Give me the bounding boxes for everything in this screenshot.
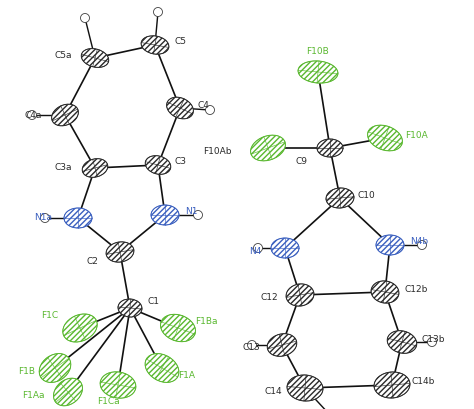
Ellipse shape <box>376 235 404 255</box>
Ellipse shape <box>82 159 108 178</box>
Circle shape <box>154 7 163 16</box>
Text: C13: C13 <box>242 344 260 353</box>
Circle shape <box>81 13 90 22</box>
Text: F1B: F1B <box>18 368 35 377</box>
Ellipse shape <box>271 238 299 258</box>
Ellipse shape <box>251 135 285 161</box>
Text: C10: C10 <box>358 191 376 200</box>
Text: F10A: F10A <box>405 130 428 139</box>
Text: N1a: N1a <box>34 213 52 222</box>
Ellipse shape <box>141 36 169 54</box>
Text: F1Ba: F1Ba <box>195 317 218 326</box>
Ellipse shape <box>106 242 134 262</box>
Text: F1Ca: F1Ca <box>97 398 119 407</box>
Ellipse shape <box>368 125 402 151</box>
Text: N4: N4 <box>250 247 262 256</box>
Ellipse shape <box>151 205 179 225</box>
Text: C9: C9 <box>296 157 308 166</box>
Ellipse shape <box>161 315 195 342</box>
Text: C3a: C3a <box>55 164 72 173</box>
Ellipse shape <box>63 314 97 342</box>
Text: C4: C4 <box>198 101 210 110</box>
Ellipse shape <box>287 375 323 401</box>
Ellipse shape <box>54 378 82 406</box>
Ellipse shape <box>145 354 179 382</box>
Text: N4b: N4b <box>410 238 428 247</box>
Text: F1C: F1C <box>41 310 58 319</box>
Ellipse shape <box>39 353 71 382</box>
Ellipse shape <box>286 284 314 306</box>
Circle shape <box>40 213 49 222</box>
Ellipse shape <box>100 372 136 398</box>
Circle shape <box>247 341 256 350</box>
Ellipse shape <box>145 156 171 174</box>
Text: C3: C3 <box>175 157 187 166</box>
Text: C1: C1 <box>148 297 160 306</box>
Ellipse shape <box>167 97 193 119</box>
Circle shape <box>193 211 202 220</box>
Circle shape <box>27 110 36 119</box>
Circle shape <box>418 240 427 249</box>
Ellipse shape <box>374 372 410 398</box>
Text: C14b: C14b <box>412 378 436 387</box>
Ellipse shape <box>387 331 417 353</box>
Ellipse shape <box>81 49 109 67</box>
Text: F1A: F1A <box>178 371 195 380</box>
Text: F10Ab: F10Ab <box>203 148 232 157</box>
Ellipse shape <box>298 61 338 83</box>
Text: C2: C2 <box>86 258 98 267</box>
Circle shape <box>254 243 263 252</box>
Text: C5: C5 <box>175 38 187 47</box>
Text: F1Aa: F1Aa <box>22 391 45 400</box>
Text: C4a: C4a <box>25 110 42 119</box>
Text: C14: C14 <box>264 387 282 396</box>
Ellipse shape <box>52 104 78 126</box>
Text: C5a: C5a <box>55 50 72 59</box>
Text: C13b: C13b <box>422 335 446 344</box>
Ellipse shape <box>64 208 92 228</box>
Ellipse shape <box>317 139 343 157</box>
Circle shape <box>428 337 437 346</box>
Circle shape <box>206 106 215 115</box>
Ellipse shape <box>118 299 142 317</box>
Ellipse shape <box>371 281 399 303</box>
Ellipse shape <box>267 334 297 356</box>
Text: N1: N1 <box>185 207 198 216</box>
Text: C12: C12 <box>260 294 278 303</box>
Text: C12b: C12b <box>405 285 428 294</box>
Text: F10B: F10B <box>307 47 329 56</box>
Ellipse shape <box>326 188 354 208</box>
